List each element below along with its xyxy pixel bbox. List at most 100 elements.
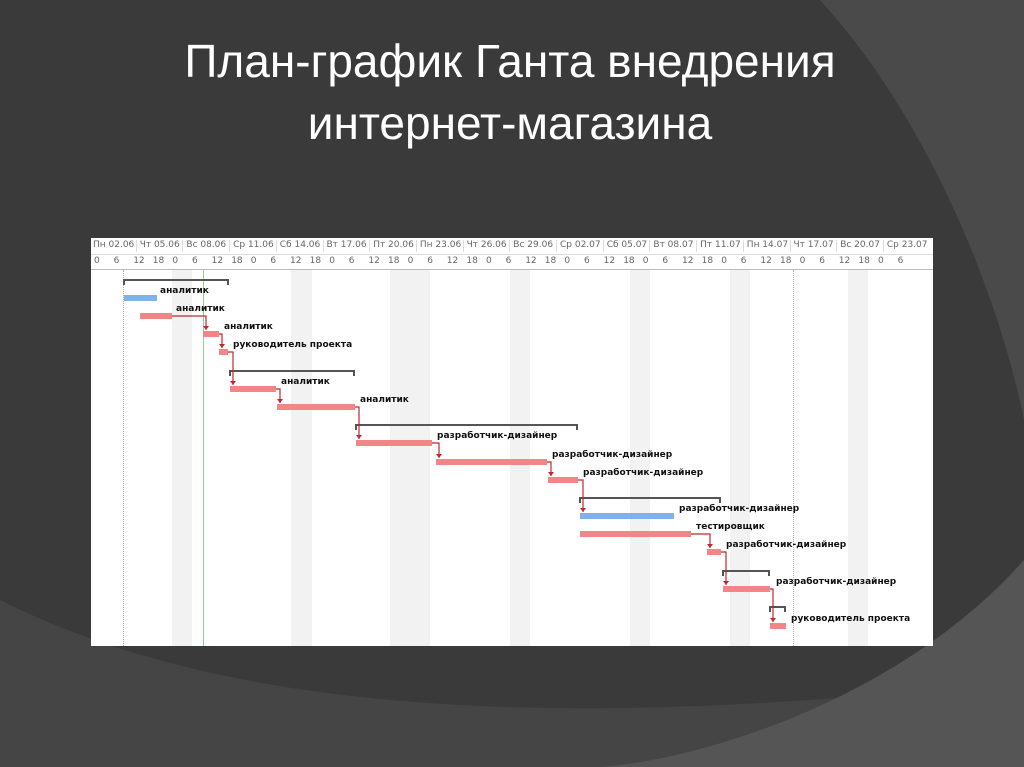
date-label: Чт 17.07 <box>793 240 834 250</box>
divider <box>836 240 838 252</box>
hour-label: 12 <box>211 256 224 266</box>
date-label: Сб 14.06 <box>279 240 321 250</box>
dependency-arrow <box>721 551 727 585</box>
hour-label: 0 <box>172 256 179 266</box>
divider <box>182 240 184 252</box>
task-bar <box>548 477 578 483</box>
hour-label: 0 <box>486 256 492 266</box>
project-start-line <box>123 270 124 646</box>
arrowhead-icon <box>203 326 209 330</box>
divider <box>789 240 791 252</box>
arrowhead-icon <box>230 381 236 385</box>
date-label: Пт 11.07 <box>700 240 741 250</box>
date-label: Пн 23.06 <box>419 240 462 250</box>
resource-label: аналитик <box>360 395 409 405</box>
task-bar <box>203 331 219 337</box>
hour-label: 0 <box>250 256 257 266</box>
hour-label: 6 <box>897 256 904 266</box>
dependency-arrow <box>276 388 281 403</box>
arrowhead-icon <box>219 344 225 348</box>
resource-label: руководитель проекта <box>791 614 911 624</box>
task-bar <box>277 404 355 410</box>
hour-label: 6 <box>113 256 120 266</box>
hour-label: 6 <box>427 256 433 266</box>
hour-label: 18 <box>231 256 243 266</box>
resource-label: аналитик <box>281 377 330 387</box>
hour-label: 0 <box>407 256 414 266</box>
hour-label: 18 <box>466 256 478 266</box>
arrowhead-icon <box>277 399 283 403</box>
task-bar <box>230 386 276 392</box>
project-end-line <box>793 270 794 646</box>
arrowhead-icon <box>723 581 729 585</box>
dependency-arrow <box>355 406 360 439</box>
nonworking-column <box>630 270 650 646</box>
arrowhead-icon <box>356 435 362 439</box>
divider <box>462 240 464 252</box>
hour-label: 18 <box>544 256 557 266</box>
task-bar <box>580 513 674 519</box>
divider <box>742 240 744 252</box>
nonworking-column <box>730 270 750 646</box>
hour-label: 12 <box>290 256 302 266</box>
date-label: Вс 20.07 <box>840 240 880 250</box>
date-label: Пн 14.07 <box>746 240 789 250</box>
resource-label: разработчик-дизайнер <box>679 504 800 514</box>
today-line <box>203 270 204 646</box>
resource-label: разработчик-дизайнер <box>776 577 897 587</box>
nonworking-column <box>291 270 312 646</box>
hour-label: 12 <box>133 256 145 266</box>
summary-bar <box>123 279 229 285</box>
resource-label: аналитик <box>176 304 225 314</box>
date-label: Пт 20.06 <box>373 240 414 250</box>
hour-label: 0 <box>94 256 100 266</box>
hour-label: 12 <box>525 256 537 266</box>
divider <box>369 240 371 252</box>
dependency-arrow <box>578 479 584 512</box>
task-bar <box>723 586 770 592</box>
nonworking-column <box>172 270 192 646</box>
arrowhead-icon <box>436 454 442 458</box>
summary-bar <box>722 570 770 576</box>
resource-label: разработчик-дизайнер <box>726 540 847 550</box>
hour-label: 6 <box>348 256 355 266</box>
hour-label: 12 <box>838 256 851 266</box>
task-bar <box>436 459 547 465</box>
hour-label: 6 <box>584 256 590 266</box>
hour-label: 18 <box>309 256 322 266</box>
task-bar <box>219 349 228 355</box>
hour-label: 12 <box>760 256 772 266</box>
divider <box>649 240 651 252</box>
nonworking-column <box>510 270 530 646</box>
summary-bar <box>229 370 355 376</box>
hour-label: 12 <box>603 256 616 266</box>
hour-label: 0 <box>878 256 884 266</box>
gantt-chart: Пн 02.06 Чт 05.06 Вс 08.06 Ср 11.06 Сб 14.06… <box>91 238 933 646</box>
hour-label: 18 <box>780 256 792 266</box>
date-label: Пн 02.06 <box>93 240 135 250</box>
dependency-arrow <box>219 333 223 348</box>
date-label: Вт 17.06 <box>326 240 367 250</box>
divider <box>135 240 137 252</box>
dependency-arrow <box>691 533 711 548</box>
divider <box>602 240 604 252</box>
divider <box>229 240 231 252</box>
hour-label: 18 <box>858 256 870 266</box>
dependency-arrow <box>172 315 207 330</box>
hour-label: 12 <box>446 256 459 266</box>
date-label: Ср 23.07 <box>886 240 928 250</box>
arrowhead-icon <box>770 618 776 622</box>
date-label: Вс 08.06 <box>186 240 227 250</box>
resource-label: аналитик <box>224 322 273 332</box>
date-label: Вс 29.06 <box>513 240 554 250</box>
date-label: Чт 05.06 <box>139 240 180 250</box>
hour-label: 6 <box>662 256 669 266</box>
summary-bar <box>769 606 786 612</box>
nonworking-column <box>390 270 430 646</box>
task-bar <box>770 623 786 629</box>
task-bar <box>707 549 721 555</box>
hour-label: 6 <box>740 256 747 266</box>
task-bar <box>124 295 157 301</box>
divider <box>696 240 698 252</box>
divider <box>415 240 417 252</box>
